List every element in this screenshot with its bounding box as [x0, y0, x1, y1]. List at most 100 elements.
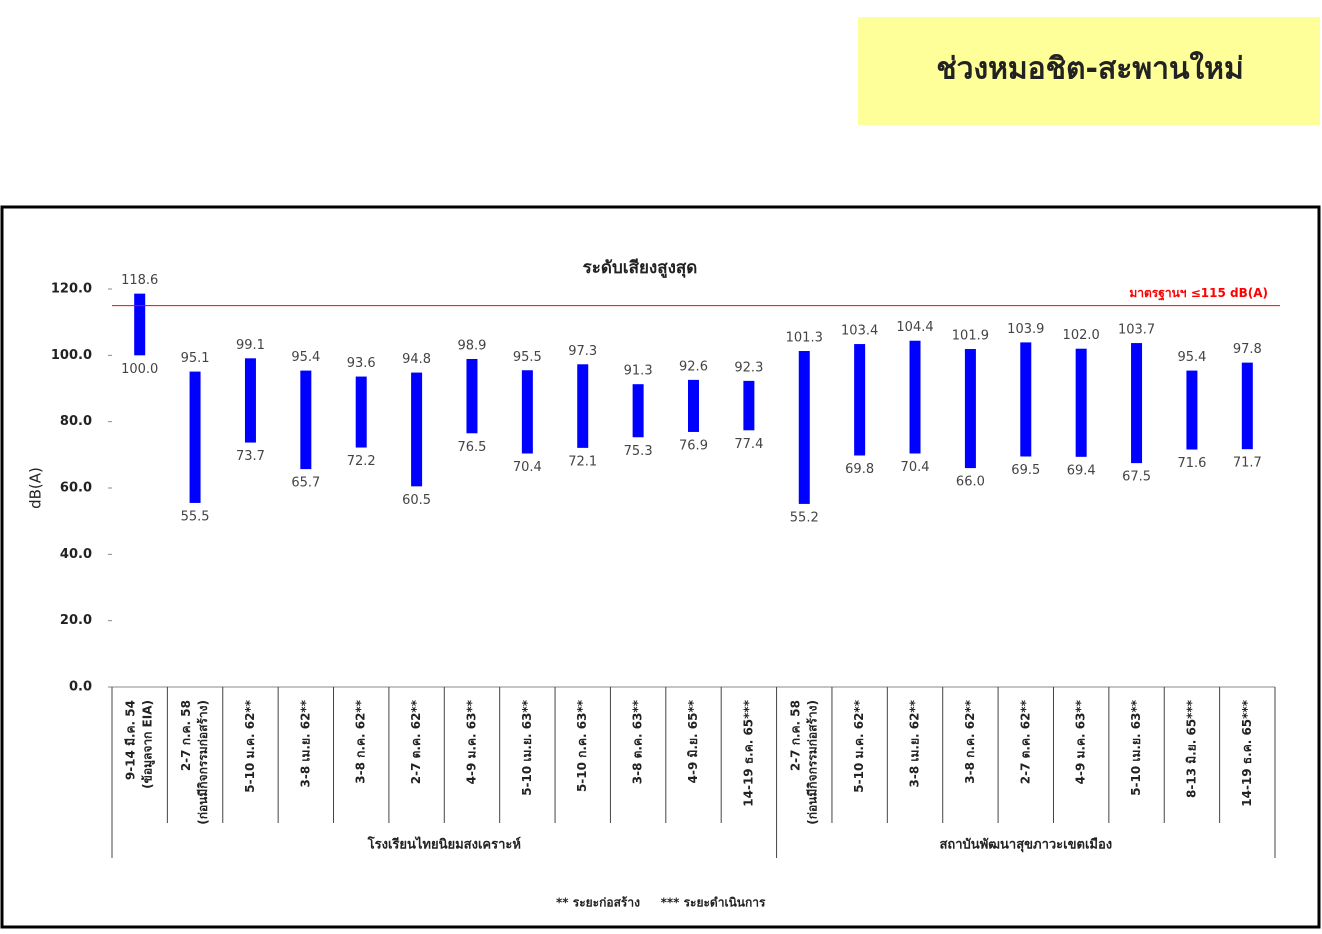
- high-label: 93.6: [347, 356, 376, 371]
- y-axis-label: dB(A): [27, 467, 45, 509]
- x-tick-label: 5-10 ม.ค. 62**: [852, 699, 866, 792]
- low-label: 67.5: [1122, 470, 1151, 485]
- range-bar: [300, 370, 312, 470]
- low-label: 65.7: [291, 476, 320, 491]
- low-label: 77.4: [734, 437, 763, 452]
- chart-title: ระดับเสียงสูงสุด: [583, 257, 698, 279]
- low-label: 100.0: [121, 362, 158, 377]
- footnote: *** ระยะดำเนินการ: [661, 896, 766, 910]
- reference-label: มาตรฐานฯ ≤115 dB(A): [1129, 286, 1268, 301]
- low-label: 75.3: [624, 444, 653, 459]
- x-tick-label: 2-7 ก.ค. 58: [179, 700, 193, 771]
- x-tick-label: 2-7 ต.ค. 62**: [409, 699, 423, 784]
- high-label: 102.0: [1063, 328, 1100, 343]
- high-label: 95.4: [291, 350, 320, 365]
- group-label: โรงเรียนไทยนิยมสงเคราะห์: [367, 836, 521, 853]
- range-bar: [355, 376, 367, 448]
- low-label: 71.7: [1233, 456, 1262, 471]
- range-bar: [909, 340, 921, 454]
- y-tick-label: 20.0: [60, 613, 92, 628]
- high-label: 97.3: [568, 344, 597, 359]
- low-label: 55.5: [181, 509, 210, 524]
- x-tick-label: 5-10 ก.ค. 63**: [575, 699, 589, 792]
- range-bar: [134, 293, 146, 356]
- high-label: 101.9: [952, 329, 989, 344]
- range-bar: [854, 344, 866, 456]
- low-label: 70.4: [513, 460, 542, 475]
- range-bar: [964, 349, 976, 469]
- high-label: 91.3: [624, 364, 653, 379]
- range-bar: [743, 380, 755, 431]
- x-tick-label: 8-13 มิ.ย. 65***: [1184, 699, 1198, 798]
- high-label: 118.6: [121, 273, 158, 288]
- high-label: 101.3: [786, 331, 823, 346]
- high-label: 92.3: [734, 360, 763, 375]
- x-tick-label: 4-9 ม.ค. 63**: [464, 699, 478, 784]
- range-bar: [632, 384, 644, 438]
- chart-frame: [0, 205, 1321, 929]
- x-tick-label: 2-7 ต.ค. 62**: [1018, 699, 1032, 784]
- low-label: 60.5: [402, 493, 431, 508]
- high-label: 98.9: [457, 338, 486, 353]
- high-label: 95.4: [1177, 350, 1206, 365]
- range-bar: [688, 379, 699, 432]
- y-tick-label: 0.0: [69, 680, 92, 695]
- y-tick-label: 100.0: [51, 348, 92, 363]
- x-tick-label: (ก่อนมีกิจกรรมก่อสร้าง): [805, 700, 819, 825]
- range-bar: [1186, 370, 1198, 450]
- range-bar: [1241, 362, 1253, 450]
- low-label: 55.2: [790, 510, 819, 525]
- range-bar: [244, 358, 256, 443]
- x-tick-label: 3-8 ก.ค. 62**: [354, 699, 368, 783]
- x-tick-label: 4-9 ม.ค. 63**: [1074, 699, 1088, 784]
- low-label: 76.9: [679, 438, 708, 453]
- low-label: 70.4: [901, 460, 930, 475]
- range-bar: [411, 372, 423, 487]
- x-tick-label: (ก่อนมีกิจกรรมก่อสร้าง): [196, 700, 210, 825]
- low-label: 72.2: [347, 454, 376, 469]
- high-label: 94.8: [402, 352, 431, 367]
- x-tick-label: (ข้อมูลจาก EIA): [141, 700, 156, 789]
- high-label: 92.6: [679, 359, 708, 374]
- low-label: 66.0: [956, 475, 985, 490]
- x-tick-label: 14-19 ธ.ค. 65***: [741, 699, 755, 806]
- high-label: 104.4: [896, 320, 933, 335]
- y-tick-label: 40.0: [60, 547, 92, 562]
- range-bar: [521, 370, 533, 454]
- low-label: 71.6: [1177, 456, 1206, 471]
- range-bar: [1131, 343, 1143, 464]
- x-tick-label: 3-8 ก.ค. 62**: [963, 699, 977, 783]
- low-label: 69.8: [845, 462, 874, 477]
- range-bar: [466, 358, 478, 434]
- y-tick-label: 120.0: [51, 282, 92, 297]
- high-label: 95.1: [181, 351, 210, 366]
- y-tick-label: 60.0: [60, 481, 92, 496]
- x-tick-label: 3-8 ต.ค. 63**: [631, 699, 645, 784]
- low-label: 69.5: [1011, 463, 1040, 478]
- group-label: สถาบันพัฒนาสุขภาวะเขตเมือง: [939, 837, 1112, 853]
- range-bar: [1020, 342, 1032, 457]
- range-bar: [798, 351, 810, 504]
- x-tick-label: 5-10 ม.ค. 62**: [243, 699, 257, 792]
- x-tick-label: 4-9 มิ.ย. 65**: [686, 699, 700, 783]
- x-tick-label: 9-14 มี.ค. 54: [124, 700, 138, 780]
- low-label: 76.5: [457, 440, 486, 455]
- low-label: 72.1: [568, 454, 597, 469]
- x-tick-label: 5-10 เม.ย. 63**: [520, 699, 534, 796]
- high-label: 95.5: [513, 350, 542, 365]
- range-bar: [577, 364, 589, 448]
- low-label: 73.7: [236, 449, 265, 464]
- header-box: [858, 17, 1320, 125]
- high-label: 97.8: [1233, 342, 1262, 357]
- low-label: 69.4: [1067, 463, 1096, 478]
- y-tick-label: 80.0: [60, 414, 92, 429]
- high-label: 99.1: [236, 338, 265, 353]
- high-label: 103.9: [1007, 322, 1044, 337]
- x-tick-label: 14-19 ธ.ค. 65***: [1240, 699, 1254, 806]
- x-tick-label: 3-8 เม.ย. 62**: [908, 699, 922, 787]
- header-title: ช่วงหมอชิต-สะพานใหม่: [936, 51, 1243, 87]
- high-label: 103.7: [1118, 323, 1155, 338]
- x-tick-label: 3-8 เม.ย. 62**: [298, 699, 312, 787]
